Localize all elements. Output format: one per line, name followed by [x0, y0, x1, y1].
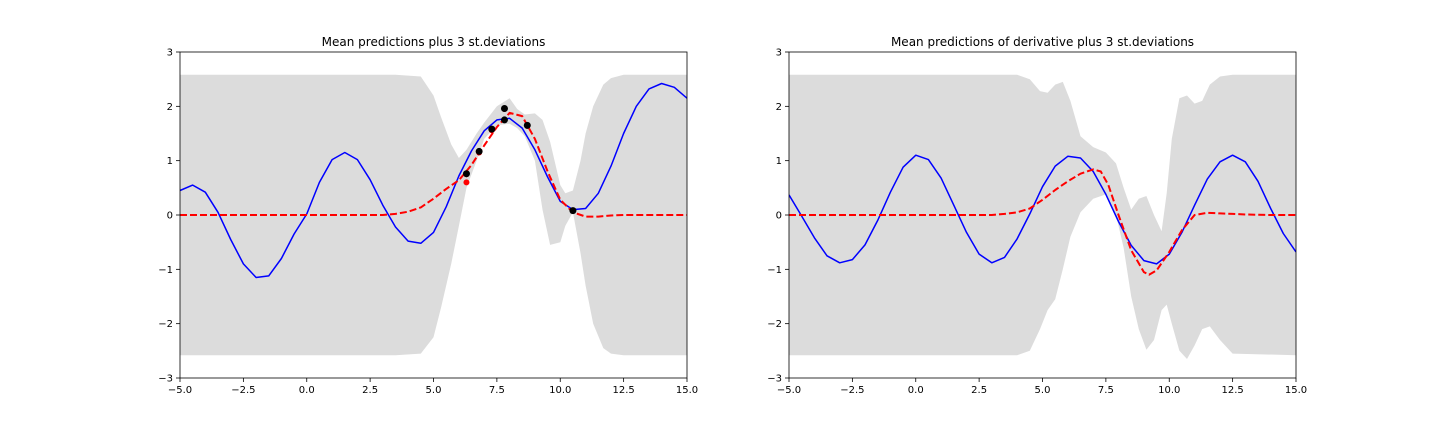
x-tick-label: 5.0: [1035, 385, 1051, 396]
true-function-line: [180, 82, 687, 279]
x-tick-label: 12.5: [1221, 385, 1243, 396]
mean-prediction-line: [789, 168, 1296, 276]
y-tick-label: −3: [158, 374, 173, 385]
plot-area: [789, 74, 1296, 360]
observation-point: [569, 207, 577, 215]
observation-point: [488, 125, 496, 133]
x-tick-label: 2.5: [362, 385, 378, 396]
true-function-line: [789, 154, 1296, 265]
y-tick-label: 2: [167, 102, 173, 113]
observation-point: [523, 121, 531, 129]
y-tick-label: −2: [767, 319, 782, 330]
observation-point: [462, 170, 470, 178]
left-chart-panel: −5.0 −2.5 0.0 2.5 5.0 7.5 10.0 12.5 15.0 −3 −2 −1 0 1…: [158, 35, 698, 396]
x-tick-label: 0.0: [299, 385, 315, 396]
plot-area: [180, 74, 687, 356]
y-tick-label: 1: [776, 156, 782, 167]
observation-point: [475, 147, 483, 155]
confidence-band: [180, 74, 687, 356]
x-tick-label: 12.5: [612, 385, 634, 396]
y-tick-label: 3: [167, 48, 173, 59]
y-tick-label: 1: [167, 156, 173, 167]
y-tick-label: 2: [776, 102, 782, 113]
x-tick-label: −5.0: [777, 385, 801, 396]
x-tick-label: −5.0: [168, 385, 192, 396]
x-tick-label: 0.0: [908, 385, 924, 396]
x-tick-label: 15.0: [1285, 385, 1307, 396]
x-tick-label: −2.5: [840, 385, 864, 396]
y-tick-label: −1: [158, 265, 173, 276]
y-tick-label: 0: [167, 211, 173, 222]
x-tick-label: 15.0: [676, 385, 698, 396]
right-chart-panel: −5.0 −2.5 0.0 2.5 5.0 7.5 10.0 12.5 15.0 −3 −2 −1 0 1…: [767, 35, 1307, 396]
x-tick-label: 10.0: [549, 385, 571, 396]
x-tick-label: 5.0: [426, 385, 442, 396]
y-tick-label: 0: [776, 211, 782, 222]
x-tick-label: 2.5: [971, 385, 987, 396]
predicted-point: [463, 179, 470, 186]
x-tick-label: 7.5: [489, 385, 505, 396]
confidence-band: [789, 74, 1296, 360]
y-tick-label: −1: [767, 265, 782, 276]
y-tick-label: 3: [776, 48, 782, 59]
y-tick-label: −3: [767, 374, 782, 385]
x-tick-label: 10.0: [1158, 385, 1180, 396]
observation-point: [500, 105, 508, 113]
chart-title: Mean predictions of derivative plus 3 st…: [891, 35, 1194, 49]
x-tick-label: −2.5: [231, 385, 255, 396]
y-tick-label: −2: [158, 319, 173, 330]
chart-title: Mean predictions plus 3 st.deviations: [322, 35, 546, 49]
observation-point: [500, 116, 508, 124]
x-tick-label: 7.5: [1098, 385, 1114, 396]
